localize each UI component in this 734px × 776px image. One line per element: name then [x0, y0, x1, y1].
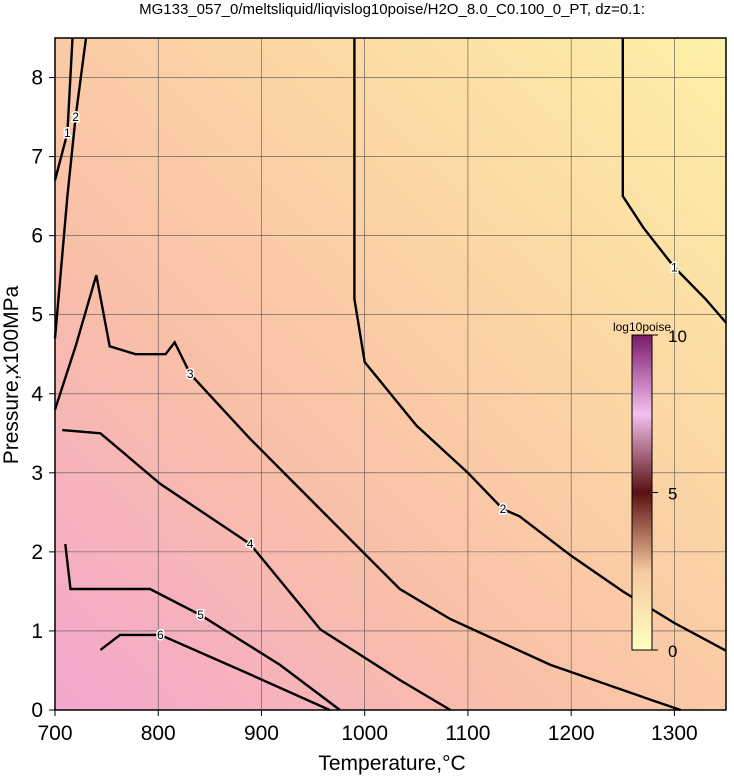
contour-line [53, 37, 74, 181]
contour-line [64, 543, 341, 711]
chart-title: MG133_057_0/meltsliquid/liqvislog10poise… [139, 1, 645, 18]
contour-label: 1 [671, 260, 678, 274]
x-tick-label: 1000 [341, 722, 388, 745]
y-tick-label: 1 [31, 620, 43, 643]
x-tick-label: 700 [37, 722, 72, 745]
plot-background [55, 38, 726, 710]
y-tick-label: 6 [31, 225, 43, 248]
x-tick-label: 1300 [651, 722, 698, 745]
contour-line [99, 633, 331, 712]
y-tick-label: 4 [31, 383, 43, 406]
contour-label: 6 [157, 628, 164, 642]
x-tick-label: 1100 [445, 722, 490, 745]
y-tick-label: 5 [31, 304, 43, 327]
plot-frame [54, 37, 727, 711]
x-axis-label: Temperature,°C [318, 752, 465, 775]
contour-label: 5 [197, 608, 204, 622]
y-tick-label: 7 [31, 146, 43, 169]
x-tick-label: 900 [244, 722, 279, 745]
x-tick-label: 800 [141, 722, 176, 745]
contour-label: 4 [247, 537, 254, 551]
contour-label: 2 [500, 502, 507, 516]
y-tick-label: 8 [31, 67, 43, 90]
contour-label: 2 [72, 110, 79, 124]
contour-line [53, 274, 681, 712]
y-tick-label: 3 [31, 462, 43, 485]
colorbar-label: log10poise [613, 320, 671, 334]
contour-label: 1 [64, 126, 71, 140]
contour-line [53, 37, 88, 339]
y-tick-label: 0 [31, 699, 43, 722]
y-tick-label: 2 [31, 541, 43, 564]
colorbar-tick-label: 0 [668, 642, 677, 661]
x-tick-label: 1200 [548, 722, 595, 745]
colorbar-tick-label: 5 [668, 485, 677, 504]
contour-line [62, 428, 452, 712]
colorbar-tick-label: 10 [668, 327, 687, 346]
colorbar [631, 334, 653, 651]
contour-line [621, 38, 727, 324]
contour-label: 3 [187, 367, 194, 381]
y-axis-label: Pressure,x100MPa [0, 285, 23, 464]
